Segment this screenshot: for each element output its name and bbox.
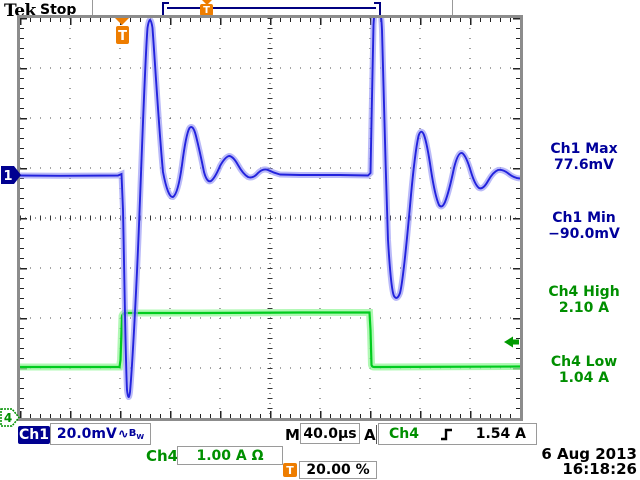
- ch1-scale-readout[interactable]: 20.0mV ∿ BW: [50, 423, 151, 445]
- ch1-waveform-glow: [20, 18, 520, 400]
- measurement-ch4-low: Ch4 Low 1.04 A: [528, 354, 640, 386]
- horizontal-position-readout[interactable]: 20.00 %: [299, 461, 377, 479]
- measurement-ch1-min: Ch1 Min −90.0mV: [528, 210, 640, 242]
- acquisition-status: Stop: [40, 2, 77, 18]
- waveform-display: T: [20, 18, 520, 418]
- ch4-reference-marker[interactable]: 4: [0, 408, 21, 427]
- ch4-scale-readout[interactable]: 1.00 A Ω: [177, 446, 283, 465]
- trigger-position-marker[interactable]: T: [115, 18, 129, 44]
- measurement-label: Ch1 Min: [552, 210, 616, 226]
- measurement-ch1-max: Ch1 Max 77.6mV: [528, 141, 640, 173]
- svg-text:4: 4: [4, 411, 12, 425]
- trigger-readout[interactable]: Ch4 1.54 A: [378, 423, 537, 445]
- bandwidth-limit-icon: BW: [128, 427, 145, 441]
- svg-text:1: 1: [3, 169, 12, 184]
- record-trigger-marker[interactable]: T: [200, 4, 213, 16]
- measurement-value: 1.04 A: [558, 370, 610, 386]
- measurement-value: 2.10 A: [558, 300, 610, 316]
- record-view-bar: [167, 7, 376, 9]
- date-text: 6 Aug 2013: [541, 445, 637, 463]
- ch4-label[interactable]: Ch4: [146, 447, 179, 465]
- trigger-level: 1.54 A: [475, 426, 526, 442]
- trigger-divider: [376, 425, 377, 444]
- horizontal-trigger-icon: T: [283, 463, 297, 477]
- measurement-value: −90.0mV: [548, 226, 620, 242]
- topbar-divider: [92, 0, 93, 15]
- timebase-label: M: [285, 426, 300, 444]
- measurement-ch4-high: Ch4 High 2.10 A: [528, 284, 640, 316]
- coupling-icon: ∿: [117, 426, 129, 442]
- time-text: 16:18:26: [562, 460, 637, 478]
- measurement-label: Ch4 Low: [550, 354, 618, 370]
- measurement-value: 77.6mV: [554, 157, 614, 173]
- trigger-mode-label: A: [364, 426, 376, 444]
- datetime-readout: 6 Aug 2013 16:18:26: [477, 447, 637, 477]
- ch1-reference-marker[interactable]: 1: [0, 165, 23, 185]
- rising-edge-icon: [441, 428, 453, 441]
- measurement-label: Ch1 Max: [550, 141, 618, 157]
- measurement-label: Ch4 High: [548, 284, 620, 300]
- trigger-level-arrow-icon[interactable]: [503, 334, 521, 350]
- topbar-divider: [452, 0, 453, 15]
- timebase-readout[interactable]: 40.0µs: [300, 423, 360, 444]
- ch1-scale-value: 20.0mV: [56, 426, 117, 442]
- trigger-position-label: T: [118, 29, 127, 44]
- record-trigger-arrow-icon: [202, 0, 212, 5]
- ch1-waveform: [20, 18, 520, 398]
- trigger-source: Ch4: [389, 426, 419, 442]
- ch1-badge[interactable]: Ch1: [18, 426, 50, 444]
